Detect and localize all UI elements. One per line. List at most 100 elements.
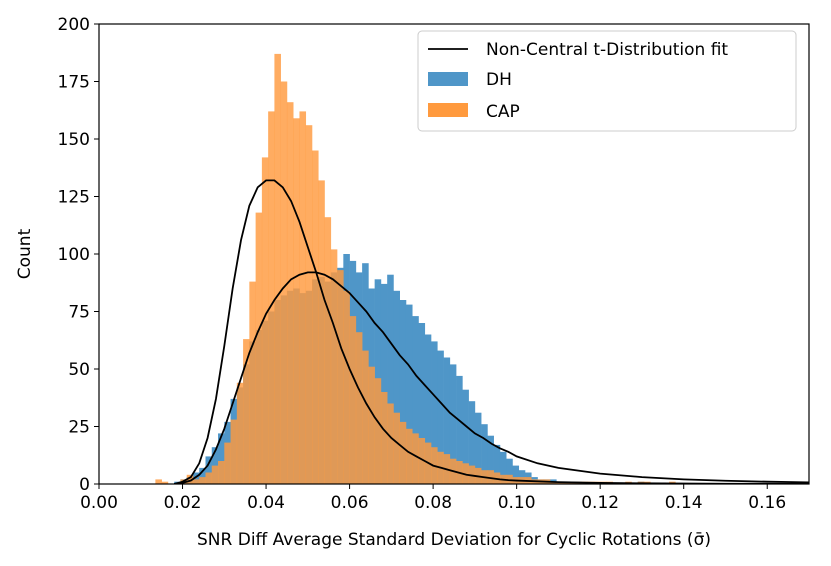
y-tick-label: 25 [68,418,90,438]
cap-bar [205,472,213,484]
y-tick-label: 150 [58,130,90,150]
dh-bar [412,316,419,484]
cap-bar [211,465,219,484]
dh-bar [481,424,488,484]
legend-dh-label: DH [486,70,512,90]
cap-bar [412,433,419,484]
cap-bar [305,125,313,484]
cap-bar [349,316,357,484]
y-tick-label: 175 [58,73,90,93]
cap-bar [268,111,275,484]
dh-bar [199,467,206,484]
dh-bar [443,357,451,484]
legend: Non-Central t-Distribution fit DH CAP [417,30,797,132]
dh-bar [462,389,469,484]
cap-bar [249,281,256,484]
cap-bar [374,378,382,484]
legend-box [417,30,797,132]
dh-bar [493,444,501,484]
legend-cap-label: CAP [486,102,520,122]
dh-fit-line [174,271,809,484]
cap-bar [161,481,169,484]
cap-fit-line [173,179,809,484]
cap-bar [224,442,231,484]
cap-bar [236,382,244,484]
dh-bar [449,364,457,484]
y-axis-label: Count [15,228,35,279]
dh-bar [431,341,438,484]
x-tick-label: 0.08 [414,493,452,513]
dh-bar [499,451,507,484]
cap-bar [218,461,225,484]
cap-bar [399,421,407,484]
x-tick-label: 0.04 [247,493,285,513]
cap-bar [186,474,194,484]
cap-bar [286,102,294,484]
bars-layer [155,53,676,484]
cap-bar [243,339,250,484]
x-tick-label: 0.14 [665,493,703,513]
cap-bar [487,470,494,484]
cap-bar [318,180,325,484]
cap-bar [199,477,206,484]
cap-bar [192,479,200,484]
dh-bar [405,304,413,484]
y-tick-label: 100 [58,245,90,265]
y-tick-label: 0 [79,475,90,495]
dh-bar [218,433,225,484]
legend-fit-label: Non-Central t-Distribution fit [486,40,728,60]
x-tick-label: 0.02 [164,493,202,513]
cap-bar [155,479,162,484]
x-tick-label: 0.12 [581,493,619,513]
cap-bar [380,392,388,484]
cap-bar [355,332,363,484]
dh-bar [437,350,444,484]
y-axis-ticks: 0 25 50 75 100 125 150 175 200 [58,15,99,495]
y-tick-label: 50 [68,360,90,380]
legend-cap-swatch [428,103,468,117]
dh-bar [399,300,407,484]
dh-bar [506,458,513,484]
cap-bar [343,290,350,484]
dh-bar [424,334,432,484]
y-tick-label: 200 [58,15,90,35]
x-tick-label: 0.16 [748,493,786,513]
dh-bar [468,401,476,484]
dh-bar [512,465,520,484]
dh-bar [474,412,482,484]
x-axis-label: SNR Diff Average Standard Deviation for … [197,530,711,550]
x-axis-ticks: 0.00 0.02 0.04 0.06 0.08 0.10 0.12 0.14 0.16 [80,484,786,513]
cap-bar [312,150,319,484]
x-tick-label: 0.00 [80,493,118,513]
cap-bar [405,428,413,484]
fit-lines-layer [173,179,809,484]
y-tick-label: 125 [58,188,90,208]
cap-bar [255,212,263,484]
cap-bar [337,270,344,484]
cap-bar [274,53,281,484]
x-tick-label: 0.10 [498,493,536,513]
cap-bar [261,157,269,484]
dh-bar [393,290,400,484]
cap-bar [299,111,307,484]
cap-bar [418,438,426,484]
dh-bar [205,456,213,484]
cap-bar [293,118,300,484]
cap-bar [330,249,338,484]
dh-bar [418,323,426,484]
dh-bar [380,283,388,484]
y-tick-label: 75 [68,303,90,323]
dh-bar [456,375,463,484]
cap-bar [362,350,369,484]
x-tick-label: 0.06 [331,493,369,513]
cap-bar [393,412,400,484]
legend-dh-swatch [428,72,468,86]
dh-bar [487,435,494,484]
cap-bar [324,217,332,484]
dh-bar [192,472,200,484]
dh-bar [387,274,394,484]
cap-bar [387,403,394,484]
cap-bar [230,419,238,484]
cap-bar [368,366,375,484]
